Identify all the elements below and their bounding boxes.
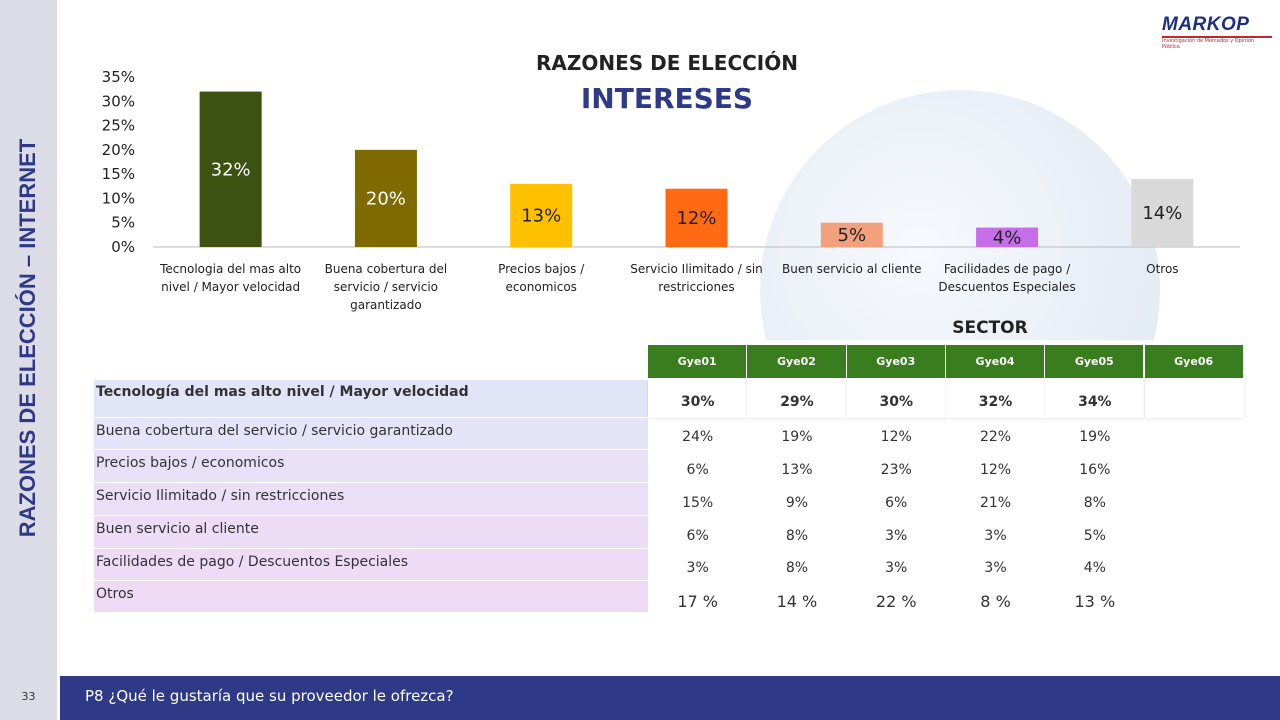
chart-title: RAZONES DE ELECCIÓN: [536, 51, 798, 75]
table-cell: 19%: [781, 429, 813, 445]
table-cell: 17 %: [677, 592, 718, 611]
table-cell: 6%: [686, 461, 709, 478]
table-cell: 29%: [747, 380, 847, 418]
bar: [665, 188, 728, 247]
x-tick-label: Tecnologia del mas alto nivel / Mayor ve…: [160, 262, 302, 294]
row-label: Facilidades de pago / Descuentos Especia…: [94, 549, 648, 581]
column-header: Gye02: [747, 345, 847, 378]
page-number-box: [0, 676, 57, 720]
table-cell: 9%: [785, 494, 809, 511]
table-cell: 30%: [648, 380, 748, 418]
empty-cell: [1145, 418, 1244, 450]
table-cell: 12%: [880, 429, 912, 445]
table-cell: 3%: [984, 527, 1007, 544]
logo-tagline: Investigación de Mercados y Opinión Públ…: [1162, 36, 1272, 50]
empty-cell: [1145, 450, 1244, 483]
sidebar: [0, 0, 57, 676]
column-header: Gye05: [1045, 345, 1145, 378]
empty-cell: [1145, 483, 1244, 516]
bar: [199, 91, 262, 247]
value-label: 12%: [676, 208, 716, 229]
y-tick-label: 0%: [111, 238, 135, 256]
table-cell: 13%: [781, 461, 813, 478]
column-header: Gye01: [648, 345, 748, 378]
bar: [976, 227, 1039, 247]
y-tick-label: 15%: [102, 165, 135, 183]
table-cell: 8%: [785, 527, 809, 544]
table-cell: 14 %: [776, 592, 818, 611]
table-cell: 8%: [785, 560, 809, 576]
x-tick-label: Precios bajos / economicos: [498, 262, 585, 294]
y-tick-label: 35%: [102, 68, 135, 86]
x-tick-label: Facilidades de pago / Descuentos Especia…: [938, 262, 1076, 294]
row-label: Tecnología del mas alto nivel / Mayor ve…: [94, 380, 648, 418]
table-cell: 22%: [979, 429, 1012, 445]
x-tick-label: Buen servicio al cliente: [781, 262, 922, 276]
table-cell: 4%: [1083, 560, 1106, 576]
y-tick-label: 10%: [102, 189, 135, 207]
empty-cell: [1145, 581, 1244, 613]
table-cell: 13 %: [1074, 592, 1116, 611]
empty-cell: [1145, 516, 1244, 549]
bar: [820, 222, 883, 247]
table-cell: 6%: [885, 494, 908, 511]
table-cell: 3%: [885, 560, 908, 576]
table-cell: 19%: [1079, 429, 1111, 445]
footer: P8 ¿Qué le gustaría que su proveedor le …: [60, 676, 1280, 720]
chart-subtitle: INTERESES: [581, 82, 753, 115]
table-cell: 3%: [686, 560, 709, 576]
empty-cell: [1144, 380, 1244, 418]
logo: MARKOP: [1162, 14, 1250, 35]
table-cell: 24%: [682, 429, 714, 445]
row-label: Otros: [94, 581, 648, 613]
table-cell: 32%: [945, 380, 1046, 418]
value-label: 13%: [521, 205, 561, 226]
bar: [354, 149, 417, 247]
column-header: Gye04: [945, 345, 1046, 378]
value-label: 20%: [366, 188, 406, 209]
x-tick-label: Otros: [1146, 262, 1179, 276]
table-cell: 8%: [1083, 494, 1106, 511]
y-tick-label: 25%: [102, 117, 135, 135]
table-cell: 8 %: [980, 592, 1011, 611]
table-cell: 23%: [880, 461, 912, 478]
y-tick-label: 5%: [111, 214, 135, 232]
x-tick-label: Servicio Ilimitado / sin restricciones: [630, 262, 763, 294]
table-cell: 16%: [1079, 461, 1111, 478]
bar: [510, 183, 573, 247]
row-label: Servicio Ilimitado / sin restricciones: [94, 483, 648, 516]
row-label: Buen servicio al cliente: [94, 516, 648, 549]
table-cell: 3%: [984, 560, 1007, 576]
value-label: 32%: [211, 159, 251, 180]
table-cell: 21%: [979, 494, 1012, 511]
value-label: 4%: [993, 227, 1022, 248]
table-cell: 3%: [885, 527, 908, 544]
table-cell: 22 %: [875, 592, 917, 611]
x-tick-label: Buena cobertura del servicio / servicio …: [324, 262, 448, 312]
table-cell: 34%: [1045, 380, 1145, 418]
value-label: 14%: [1142, 203, 1182, 224]
y-tick-label: 30%: [102, 92, 135, 110]
column-header: Gye03: [846, 345, 946, 378]
chart: RAZONES DE ELECCIÓN INTERESES 0% 5% 10% 15%…: [102, 51, 1240, 340]
table-cell: 15%: [682, 494, 714, 511]
table-title: SECTOR: [952, 318, 1028, 338]
bar: [1131, 179, 1194, 247]
globe-background: [760, 90, 1160, 340]
y-tick-label: 20%: [102, 141, 135, 159]
row-label: Precios bajos / economicos: [94, 450, 648, 483]
value-label: 5%: [838, 225, 867, 246]
page-number: 33: [21, 690, 36, 703]
table-cell: 30%: [846, 380, 946, 418]
table-cell: 5%: [1083, 527, 1106, 544]
table-cell: 12%: [979, 461, 1012, 478]
row-label: Buena cobertura del servicio / servicio …: [94, 418, 648, 450]
empty-cell: [1145, 549, 1244, 581]
column-header: Gye06: [1144, 345, 1244, 378]
table-cell: 6%: [686, 527, 709, 544]
